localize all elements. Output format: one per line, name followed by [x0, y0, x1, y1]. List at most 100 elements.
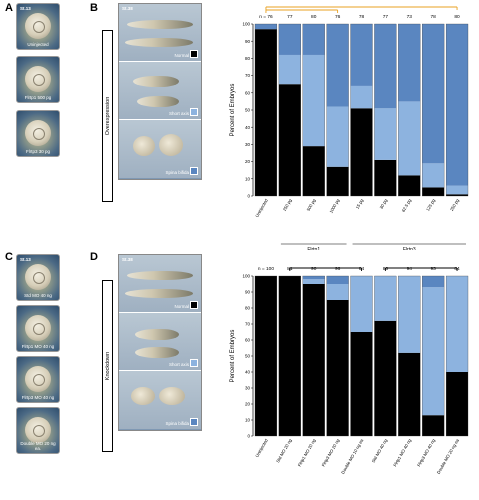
bar-segment-normal — [446, 194, 468, 196]
x-tick-label: 30 pg — [379, 197, 389, 209]
y-tick-label: 50 — [245, 354, 251, 359]
x-tick-label: 62.5 pg — [401, 197, 413, 212]
panel-letter-d: D — [90, 251, 98, 263]
egg-label: Flrtp3 MO 40 ng — [21, 395, 55, 400]
panel-b-photos: St.38 Normal Short axis Spina bifida — [118, 3, 202, 180]
photo-label: Spina bifida — [165, 421, 189, 426]
y-tick-label: 10 — [245, 418, 251, 423]
panel-letter-a: A — [5, 2, 13, 14]
bar-outline — [302, 23, 325, 197]
bar-segment-spina-bifida — [398, 24, 421, 102]
bar-segment-normal — [302, 284, 325, 436]
bar-segment-normal — [278, 276, 301, 436]
x-tick-label: Uninjected — [254, 437, 269, 458]
x-tick-label: Double MO 10 ng ea — [340, 437, 364, 474]
panel-letter-c: C — [5, 251, 13, 263]
bar-segment-short-axis — [374, 108, 397, 160]
bar-segment-spina-bifida — [302, 24, 325, 55]
x-tick-label: 500 pg — [306, 197, 317, 211]
short-axis-swatch — [190, 359, 198, 367]
y-tick-label: 70 — [245, 322, 251, 327]
y-tick-label: 80 — [245, 306, 251, 311]
bar-segment-short-axis — [422, 163, 445, 188]
spina-bifida-swatch — [190, 167, 198, 175]
bar-segment-normal — [326, 300, 349, 436]
n-label: 78 — [430, 14, 436, 20]
egg-stage-label: St.13 — [20, 257, 31, 262]
y-tick-label: 40 — [245, 370, 251, 375]
normal-swatch — [190, 50, 198, 58]
n-label: 80 — [454, 14, 460, 20]
bar-outline — [278, 23, 301, 197]
bar-segment-normal — [374, 320, 397, 436]
short-axis-swatch — [190, 108, 198, 116]
bar-segment-spina-bifida — [326, 24, 349, 107]
y-tick-label: 20 — [245, 402, 251, 407]
y-tick-label: 60 — [245, 338, 251, 343]
bar-segment-short-axis — [278, 54, 301, 85]
bar-outline — [254, 23, 278, 197]
photo-label: Spina bifida — [165, 170, 189, 175]
bar-outline — [445, 275, 469, 437]
bar-outline — [302, 275, 325, 437]
photo-normal: St.38 Normal — [119, 4, 201, 62]
bar-segment-spina-bifida — [278, 24, 301, 55]
n-label: 78 — [359, 14, 365, 20]
bar-segment-spina-bifida — [422, 276, 445, 288]
egg-image-flrtp1-mo: Flrtp1 MO 40 ng — [16, 305, 60, 352]
panel-letter-b: B — [90, 2, 98, 14]
egg-label: Flrtp3 30 pg — [25, 149, 50, 154]
bar-segment-short-axis — [446, 185, 468, 195]
photo-label: Short axis — [168, 362, 189, 367]
side-label-text: Knockdown — [104, 351, 111, 381]
x-tick-label: Flrtp1 MO 40 ng — [392, 437, 412, 467]
bar-segment-spina-bifida — [255, 24, 277, 30]
x-tick-label: Std MO 40 ng — [371, 437, 389, 463]
bar-segment-short-axis — [422, 287, 445, 416]
n-label: n = 76 — [259, 14, 273, 20]
y-tick-label: 70 — [245, 73, 251, 78]
n-label: 77 — [383, 14, 389, 20]
side-label-text: Overexpression — [104, 96, 111, 136]
bar-segment-normal — [398, 175, 421, 196]
overexpression-side-label: Overexpression — [102, 30, 113, 202]
chart-overexpression: 0 10 20 30 40 50 60 70 80 90 100 Percent of Embryos… — [230, 6, 469, 250]
bar-outline — [278, 275, 301, 437]
y-tick-label: 10 — [245, 176, 251, 181]
bar-outline — [374, 275, 397, 437]
bar-outline — [350, 275, 373, 437]
y-tick-label: 30 — [245, 386, 251, 391]
bar-segment-normal — [255, 276, 277, 436]
y-tick-label: 50 — [245, 108, 251, 113]
bar-outline — [398, 23, 421, 197]
bar-segment-normal — [350, 108, 373, 196]
n-label: n = 100 — [258, 266, 274, 272]
bar-outline — [254, 275, 278, 437]
bar-segment-normal — [255, 29, 277, 196]
bar-outline — [374, 23, 397, 197]
x-tick-label: Std MO 20 ng — [275, 437, 293, 463]
egg-label: Flrtp1 MO 40 ng — [21, 344, 55, 349]
bar-segment-normal — [422, 415, 445, 436]
group-label: Flrtp1 — [307, 247, 320, 250]
egg-label: Double MO 20 ng ea. — [20, 441, 56, 451]
bar-segment-normal — [350, 332, 373, 436]
bar-segment-short-axis — [302, 279, 325, 284]
bar-segment-short-axis — [326, 106, 349, 167]
n-label: 76 — [335, 14, 341, 20]
bar-outline — [398, 275, 421, 437]
group-label: Flrtp3 — [403, 247, 416, 250]
n-label: 80 — [311, 14, 317, 20]
x-tick-label: 250 pg — [449, 197, 460, 211]
egg-image-uninjected: St.13 Uninjected — [16, 3, 60, 50]
bar-segment-short-axis — [326, 284, 349, 300]
egg-label: Flrtp1 500 pg — [24, 95, 52, 100]
bar-outline — [445, 23, 469, 197]
n-label: 77 — [287, 14, 293, 20]
x-tick-label: Flrtp1 MO 20 ng — [297, 437, 317, 467]
y-axis-label: Percent of Embryos — [230, 330, 236, 383]
photo-stage-label: St.38 — [122, 257, 133, 262]
x-tick-label: Flrtp3 MO 40 ng — [416, 437, 436, 467]
bar-outline — [422, 23, 445, 197]
y-tick-label: 80 — [245, 56, 251, 61]
